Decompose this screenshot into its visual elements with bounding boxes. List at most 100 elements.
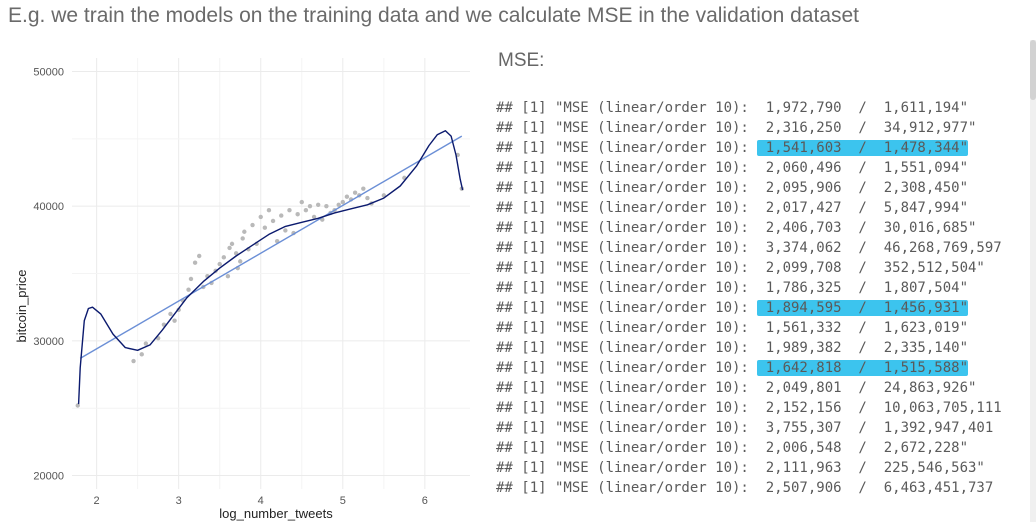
console-output[interactable]: ## [1] "MSE (linear/order 10): 1,972,790… [496, 98, 1036, 522]
console-row: ## [1] "MSE (linear/order 10): 2,017,427… [496, 198, 1036, 218]
console-row: ## [1] "MSE (linear/order 10): 1,894,595… [496, 298, 1036, 318]
data-point [311, 214, 317, 220]
console-row: ## [1] "MSE (linear/order 10): 2,111,963… [496, 458, 1036, 478]
data-point [75, 403, 80, 408]
console-row-text: ## [1] "MSE (linear/order 10): 1,561,332… [496, 320, 969, 336]
data-point [168, 311, 173, 317]
console-row: ## [1] "MSE (linear/order 10): 1,989,382… [496, 338, 1036, 358]
console-row-text: ## [1] "MSE (linear/order 10): 2,111,963… [496, 460, 985, 476]
mse-title: MSE: [498, 50, 545, 71]
x-tick-label: 2 [94, 495, 100, 507]
console-row: ## [1] "MSE (linear/order 10): 2,095,906… [496, 178, 1036, 198]
console-row-text: ## [1] "MSE (linear/order 10): 2,099,708… [496, 260, 985, 276]
polynomial-fit-line [77, 130, 464, 405]
data-point [238, 259, 243, 264]
console-rows: ## [1] "MSE (linear/order 10): 1,972,790… [496, 98, 1036, 498]
data-point [299, 199, 304, 205]
highlight-mark [757, 300, 969, 316]
data-point [262, 225, 268, 230]
data-point [131, 358, 136, 364]
console-row: ## [1] "MSE (linear/order 10): 2,507,906… [496, 478, 1036, 498]
data-point [295, 212, 300, 217]
console-row: ## [1] "MSE (linear/order 10): 1,561,332… [496, 318, 1036, 338]
data-point [217, 261, 222, 267]
data-point [315, 202, 321, 208]
data-point [221, 255, 227, 260]
console-row: ## [1] "MSE (linear/order 10): 2,316,250… [496, 118, 1036, 138]
data-point [283, 228, 288, 233]
console-row-text: ## [1] "MSE (linear/order 10): 2,006,548… [496, 440, 969, 456]
y-tick-label: 40000 [33, 201, 64, 213]
console-row-text: ## [1] "MSE (linear/order 10): 2,316,250… [496, 120, 977, 136]
console-row: ## [1] "MSE (linear/order 10): 2,060,496… [496, 158, 1036, 178]
scatter-chart: 2 3 4 5 6 20000 30000 40000 50000 log_number_twe… [14, 58, 470, 521]
console-row-text: ## [1] "MSE (linear/order 10): 1,642,818… [496, 360, 969, 376]
data-point [196, 253, 202, 259]
data-point [186, 287, 191, 292]
console-row: ## [1] "MSE (linear/order 10): 2,152,156… [496, 398, 1036, 418]
console-row: ## [1] "MSE (linear/order 10): 2,049,801… [496, 378, 1036, 398]
x-tick-label: 5 [340, 495, 346, 507]
console-row-text: ## [1] "MSE (linear/order 10): 1,894,595… [496, 300, 969, 316]
data-point [307, 203, 313, 209]
console-row: ## [1] "MSE (linear/order 10): 3,374,062… [496, 238, 1036, 258]
data-point [270, 218, 276, 224]
data-point [188, 276, 194, 282]
highlight-mark [757, 140, 969, 156]
data-point [233, 251, 239, 256]
data-point [324, 203, 329, 209]
console-row-text: ## [1] "MSE (linear/order 10): 2,017,427… [496, 200, 969, 216]
scrollbar-track[interactable] [1030, 40, 1036, 522]
heading: E.g. we train the models on the training… [8, 4, 860, 27]
console-row-text: ## [1] "MSE (linear/order 10): 2,152,156… [496, 400, 1002, 416]
x-tick-label: 4 [258, 495, 264, 507]
console-row-text: ## [1] "MSE (linear/order 10): 1,786,325… [496, 280, 969, 296]
console-row-text: ## [1] "MSE (linear/order 10): 2,060,496… [496, 160, 969, 176]
data-point [365, 195, 370, 201]
console-row: ## [1] "MSE (linear/order 10): 3,755,307… [496, 418, 1036, 438]
chart-points [75, 152, 464, 408]
data-point [250, 222, 255, 228]
console-row: ## [1] "MSE (linear/order 10): 2,099,708… [496, 258, 1036, 278]
y-tick-label: 20000 [33, 471, 64, 483]
data-point [279, 213, 284, 218]
highlight-mark [757, 360, 969, 376]
console-row-text: ## [1] "MSE (linear/order 10): 2,049,801… [496, 380, 977, 396]
data-point [172, 318, 177, 323]
console-row-text: ## [1] "MSE (linear/order 10): 1,989,382… [496, 340, 969, 356]
y-tick-label: 50000 [33, 66, 64, 78]
console-row-text: ## [1] "MSE (linear/order 10): 2,406,703… [496, 220, 977, 236]
data-point [258, 214, 263, 220]
data-point [303, 207, 309, 213]
data-point [242, 229, 247, 234]
data-point [229, 241, 235, 247]
data-point [361, 186, 366, 191]
console-row-text: ## [1] "MSE (linear/order 10): 2,507,906… [496, 480, 994, 496]
data-point [225, 273, 231, 279]
data-point [336, 202, 341, 208]
y-tick-label: 30000 [33, 336, 64, 348]
chart-fit-lines [77, 130, 464, 405]
data-point [287, 207, 292, 213]
x-axis-title: log_number_tweets [219, 506, 333, 521]
data-point [352, 190, 358, 195]
console-row-text: ## [1] "MSE (linear/order 10): 2,095,906… [496, 180, 969, 196]
data-point [143, 341, 149, 346]
data-point [139, 352, 144, 357]
data-point [344, 194, 350, 199]
data-point [227, 245, 232, 251]
console-row: ## [1] "MSE (linear/order 10): 1,786,325… [496, 278, 1036, 298]
data-point [192, 260, 198, 265]
scrollbar-thumb[interactable] [1030, 40, 1036, 100]
console-row: ## [1] "MSE (linear/order 10): 1,541,603… [496, 138, 1036, 158]
y-axis-title: bitcoin_price [14, 270, 29, 343]
console-row-text: ## [1] "MSE (linear/order 10): 1,541,603… [496, 140, 969, 156]
chart-grid [72, 58, 470, 489]
data-point [340, 199, 346, 205]
x-tick-label: 6 [422, 495, 428, 507]
console-row: ## [1] "MSE (linear/order 10): 1,642,818… [496, 358, 1036, 378]
data-point [240, 236, 245, 241]
console-row: ## [1] "MSE (linear/order 10): 2,006,548… [496, 438, 1036, 458]
linear-fit-line [79, 135, 463, 360]
console-row: ## [1] "MSE (linear/order 10): 1,972,790… [496, 98, 1036, 118]
